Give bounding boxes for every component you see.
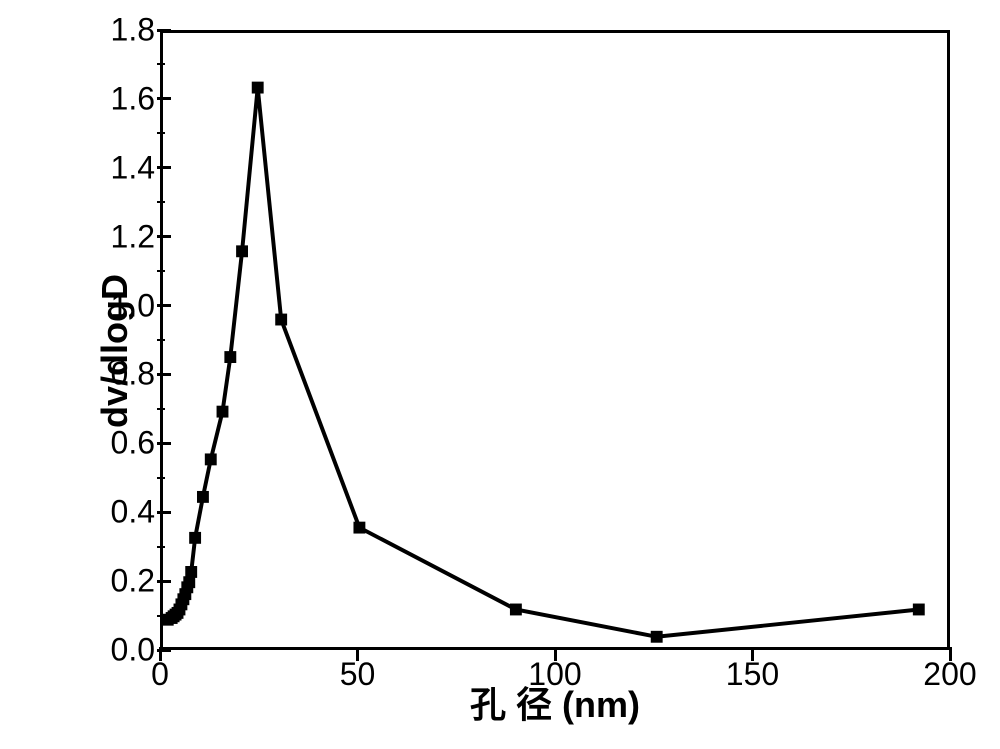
y-minor-tick [157,270,165,272]
data-marker [252,82,264,94]
data-marker [205,453,217,465]
y-minor-tick [157,408,165,410]
y-tick-label: 1.4 [111,149,155,186]
y-minor-tick [157,477,165,479]
x-tick-label: 200 [923,656,976,693]
data-line-svg [163,33,947,647]
data-marker [651,631,663,643]
data-marker [224,351,236,363]
data-marker [275,314,287,326]
data-marker [217,406,229,418]
y-minor-tick [157,615,165,617]
x-tick-label: 50 [340,656,376,693]
x-tick-label: 0 [151,656,169,693]
data-marker [185,566,197,578]
y-tick-mark [157,97,171,100]
y-tick-label: 0.8 [111,356,155,393]
y-tick-label: 1.0 [111,287,155,324]
y-tick-mark [157,29,171,32]
y-tick-label: 0.0 [111,632,155,669]
chart-container: dv/dlogD 孔 径 (nm) 0.00.20.40.60.81.01.21… [30,20,970,730]
data-marker [197,491,209,503]
x-tick-label: 100 [528,656,581,693]
data-marker [913,604,925,616]
data-marker [183,576,195,588]
y-tick-label: 0.6 [111,425,155,462]
y-tick-mark [157,511,171,514]
data-marker [353,522,365,534]
y-tick-label: 1.2 [111,218,155,255]
data-line [168,88,919,637]
y-minor-tick [157,132,165,134]
y-tick-label: 1.6 [111,80,155,117]
y-tick-label: 0.2 [111,563,155,600]
y-tick-mark [157,580,171,583]
x-tick-label: 150 [726,656,779,693]
plot-area [160,30,950,650]
y-tick-label: 1.8 [111,12,155,49]
y-tick-mark [157,304,171,307]
y-tick-mark [157,235,171,238]
y-tick-mark [157,442,171,445]
data-marker [189,532,201,544]
y-minor-tick [157,339,165,341]
y-tick-mark [157,166,171,169]
y-tick-label: 0.4 [111,494,155,531]
y-tick-mark [157,373,171,376]
data-marker [510,604,522,616]
y-minor-tick [157,63,165,65]
y-minor-tick [157,201,165,203]
data-marker [236,245,248,257]
y-minor-tick [157,546,165,548]
